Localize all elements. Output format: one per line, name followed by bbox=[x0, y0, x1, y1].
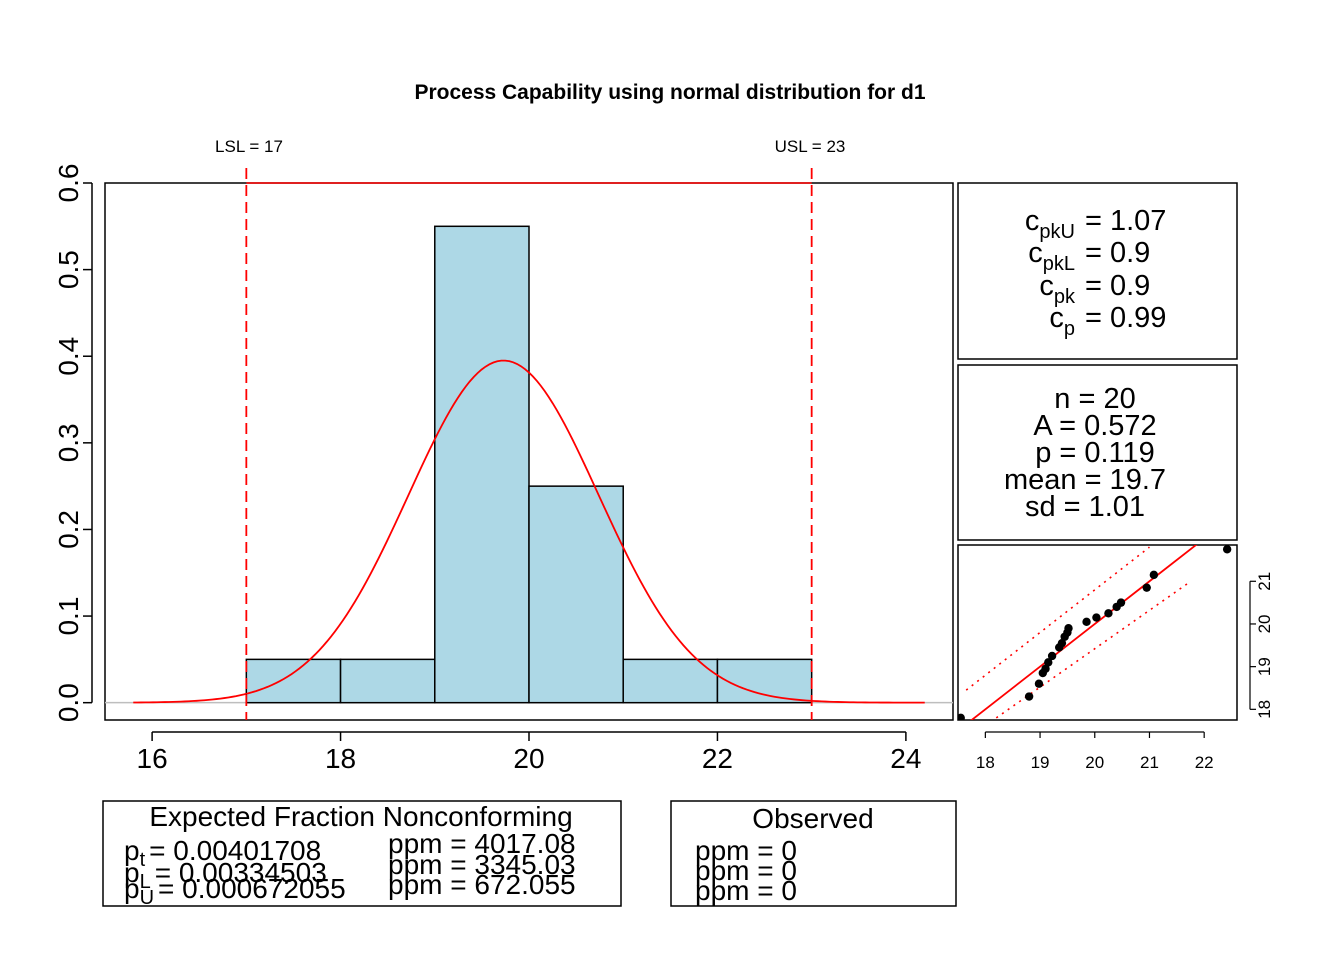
cpkl-label: cpkL bbox=[1028, 237, 1075, 275]
qq-plot-area bbox=[958, 545, 1232, 720]
expected-pu-ppm: ppm = 672.055 bbox=[388, 869, 576, 900]
chart-title: Process Capability using normal distribu… bbox=[414, 81, 925, 104]
density-curve bbox=[133, 359, 925, 704]
y-tick-label: 0.2 bbox=[53, 510, 84, 549]
qq-axes: 18 19 20 21 22 18 19 20 21 bbox=[976, 572, 1274, 772]
x-tick-label: 24 bbox=[890, 743, 921, 774]
qq-y-tick-label: 18 bbox=[1255, 700, 1274, 719]
histogram-plot: 0.0 0.1 0.2 0.3 0.4 0.5 0.6 16 18 20 22 24 bbox=[53, 164, 954, 774]
qq-x-tick-label: 20 bbox=[1085, 753, 1104, 772]
observed-box: Observed ppm = 0 ppm = 0 ppm = 0 bbox=[670, 800, 957, 907]
x-tick-label: 22 bbox=[702, 743, 733, 774]
qq-frame bbox=[957, 544, 1238, 721]
qq-point bbox=[1082, 617, 1091, 627]
qq-point bbox=[1142, 583, 1151, 592]
qq-point bbox=[1047, 651, 1057, 661]
qq-x-tick-label: 19 bbox=[1031, 753, 1050, 772]
qq-point bbox=[1092, 613, 1101, 622]
expected-pt-ppm: ppm = 4017.08 bbox=[388, 828, 576, 859]
qq-point bbox=[1044, 658, 1053, 667]
cp-label: cp bbox=[1049, 302, 1075, 340]
stat-a: A = 0.572 bbox=[1033, 410, 1156, 442]
stat-p: p = 0.119 bbox=[1035, 437, 1155, 469]
expected-pl-row: pL = 0.00334503 bbox=[124, 857, 327, 893]
histogram-bar bbox=[434, 225, 530, 704]
expected-pu-row: pU = 0.000672055 bbox=[124, 873, 346, 909]
capability-box: cpkU = 1.07 cpkL = 0.9 cpk = 0.9 cp = 0.… bbox=[957, 182, 1238, 360]
expected-pl-ppm: ppm = 3345.03 bbox=[388, 849, 576, 880]
x-tick-label: 18 bbox=[325, 743, 356, 774]
qq-x-tick-label: 22 bbox=[1195, 753, 1214, 772]
cpk-value: = 0.9 bbox=[1085, 270, 1150, 302]
qq-point bbox=[1104, 609, 1113, 618]
expected-pt-row: pt = 0.00401708 bbox=[124, 835, 321, 871]
qq-point bbox=[1116, 598, 1126, 607]
cpk-label: cpk bbox=[1039, 270, 1076, 308]
histogram-overlays bbox=[133, 168, 925, 720]
qq-point bbox=[958, 713, 965, 720]
y-tick-label: 0.0 bbox=[53, 683, 84, 722]
qq-point bbox=[1057, 638, 1067, 648]
histogram-bars bbox=[105, 225, 953, 704]
qq-plot: 18 19 20 21 22 18 19 20 21 bbox=[957, 544, 1274, 772]
observed-title: Observed bbox=[752, 803, 873, 834]
qq-point bbox=[1222, 545, 1232, 554]
observed-pt-ppm: ppm = 0 bbox=[695, 835, 797, 866]
stat-mean: mean = 19.7 bbox=[1004, 464, 1166, 496]
y-tick-label: 0.4 bbox=[53, 337, 84, 376]
histogram-bar bbox=[245, 658, 342, 704]
observed-pl-ppm: ppm = 0 bbox=[695, 855, 797, 886]
qq-x-tick-label: 18 bbox=[976, 753, 995, 772]
y-tick-label: 0.3 bbox=[53, 423, 84, 462]
usl-label: USL = 23 bbox=[775, 137, 846, 156]
qq-y-tick-label: 21 bbox=[1255, 572, 1274, 591]
qq-fit-line bbox=[970, 545, 1198, 720]
expected-fraction-box: Expected Fraction Nonconforming pt = 0.00… bbox=[102, 800, 622, 909]
expected-title: Expected Fraction Nonconforming bbox=[149, 801, 572, 832]
histogram-bar bbox=[716, 658, 813, 704]
histogram-bar bbox=[339, 658, 436, 704]
qq-point bbox=[1034, 679, 1044, 688]
cpku-value: = 1.07 bbox=[1085, 205, 1166, 237]
y-tick-label: 0.5 bbox=[53, 250, 84, 289]
qq-upper-band bbox=[965, 546, 1150, 691]
qq-point bbox=[1024, 692, 1034, 701]
y-tick-label: 0.6 bbox=[53, 164, 84, 203]
qq-y-tick-label: 19 bbox=[1255, 657, 1274, 676]
qq-x-tick-label: 21 bbox=[1140, 753, 1159, 772]
histogram-bar bbox=[528, 485, 624, 704]
qq-point bbox=[1041, 664, 1050, 673]
cpku-label: cpkU bbox=[1025, 205, 1075, 243]
qq-point bbox=[1064, 624, 1073, 633]
x-tick-label: 16 bbox=[137, 743, 168, 774]
qq-y-tick-label: 20 bbox=[1255, 615, 1274, 634]
y-tick-label: 0.1 bbox=[53, 597, 84, 636]
stat-sd: sd = 1.01 bbox=[1025, 491, 1145, 523]
cpkl-value: = 0.9 bbox=[1085, 237, 1150, 269]
statistics-box: n = 20 A = 0.572 p = 0.119 mean = 19.7 s… bbox=[957, 364, 1238, 541]
cp-value: = 0.99 bbox=[1085, 302, 1166, 334]
qq-point bbox=[1149, 570, 1159, 580]
observed-pu-ppm: ppm = 0 bbox=[695, 875, 797, 906]
x-tick-label: 20 bbox=[513, 743, 544, 774]
histogram-axes: 0.0 0.1 0.2 0.3 0.4 0.5 0.6 16 18 20 22 24 bbox=[53, 164, 921, 774]
qq-lower-band bbox=[995, 582, 1189, 719]
lsl-label: LSL = 17 bbox=[215, 137, 283, 156]
stat-n: n = 20 bbox=[1054, 383, 1135, 415]
